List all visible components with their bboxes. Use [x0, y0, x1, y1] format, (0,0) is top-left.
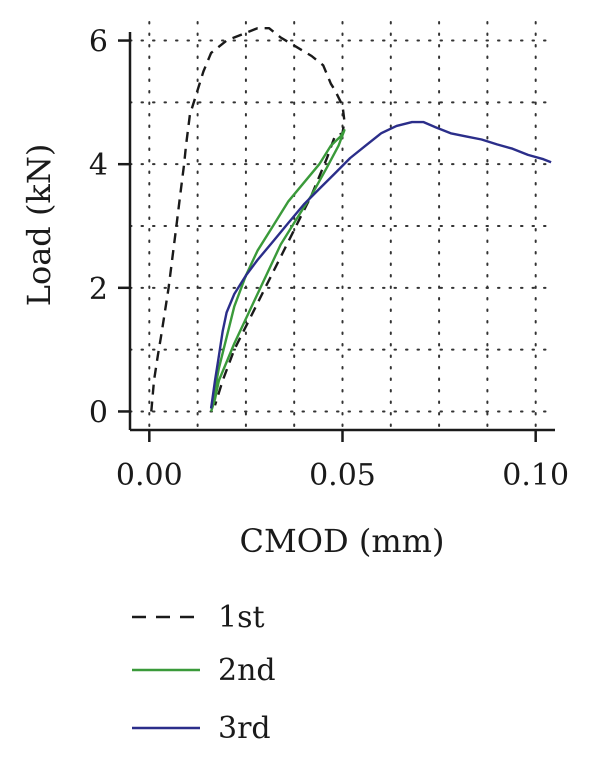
y-tick-label-1: 2	[89, 272, 108, 307]
series-line-1st	[150, 27, 346, 412]
x-tick-label-2: 0.10	[502, 458, 569, 493]
series-layer	[150, 27, 552, 412]
grid	[129, 21, 556, 431]
legend-label-1st: 1st	[218, 600, 265, 635]
x-tick-label-0: 0.00	[116, 458, 183, 493]
y-tick-label-3: 6	[89, 25, 108, 60]
x-axis-title: CMOD (mm)	[240, 522, 445, 560]
series-line-3rd	[209, 120, 552, 409]
y-tick-label-2: 4	[89, 148, 108, 183]
axes: 0 2 4 6 0.00 0.05 0.10	[89, 25, 569, 493]
legend-label-2nd: 2nd	[218, 653, 276, 688]
y-axis-title: Load (kN)	[20, 144, 58, 307]
y-tick-label-0: 0	[89, 395, 108, 430]
legend-label-3rd: 3rd	[218, 711, 271, 746]
series-line-2nd	[209, 129, 346, 412]
x-tick-label-1: 0.05	[309, 458, 376, 493]
legend: 1st 2nd 3rd	[132, 600, 276, 746]
